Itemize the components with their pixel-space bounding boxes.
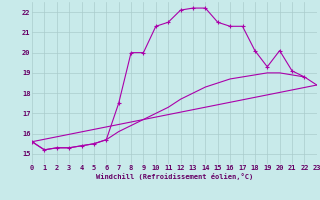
X-axis label: Windchill (Refroidissement éolien,°C): Windchill (Refroidissement éolien,°C) — [96, 173, 253, 180]
